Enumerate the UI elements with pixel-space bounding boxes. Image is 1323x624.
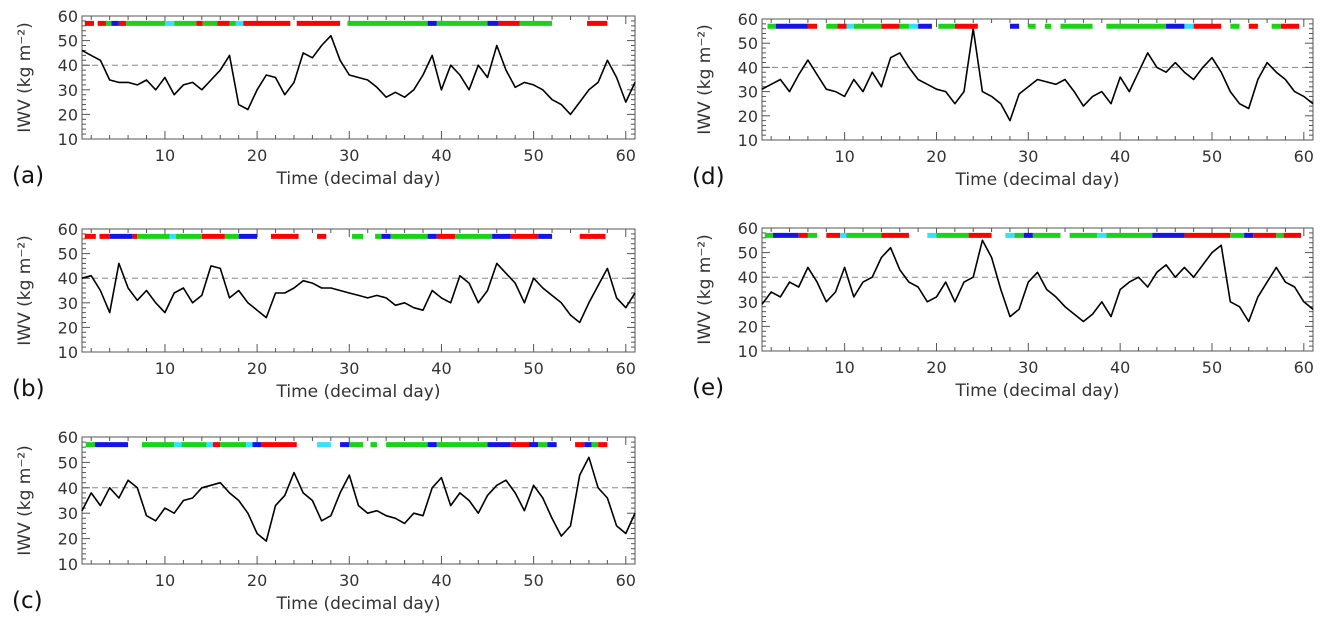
panel-d: 10 20 30 40 50 60 10 20 30 40 50 60 Time (decimal da…: [692, 10, 1314, 190]
y-tick-label: 40: [738, 58, 758, 77]
y-tick-label: 20: [58, 530, 78, 549]
plot-frame: [81, 15, 636, 140]
x-tick-label: 40: [431, 571, 451, 590]
y-tick-label: 50: [58, 245, 78, 264]
y-tick-label: 40: [738, 268, 758, 287]
panel-c: 10 20 30 40 50 60 10 20 30 40 50 60 Time (decimal da…: [12, 428, 636, 614]
iwv-series-line: [81, 34, 636, 116]
y-axis-title: IWV (kg m⁻²): [15, 445, 35, 556]
panel-label: (b): [12, 376, 45, 402]
x-tick-label: 50: [523, 571, 543, 590]
x-tick-label: 40: [431, 146, 451, 165]
panel-label: (c): [12, 588, 43, 614]
y-tick-label: 30: [738, 293, 758, 312]
x-tick-label: 50: [1202, 147, 1222, 166]
iwv-series-line: [81, 456, 636, 542]
panel-e: 10 20 30 40 50 60 10 20 30 40 50 60 Time (decimal da…: [692, 219, 1314, 401]
y-tick-label: 40: [58, 56, 78, 75]
x-tick-label: 10: [834, 147, 854, 166]
y-tick-label: 40: [58, 269, 78, 288]
x-tick-label: 30: [339, 571, 359, 590]
x-axis-title: Time (decimal day): [276, 382, 441, 402]
x-axis-title: Time (decimal day): [955, 381, 1120, 401]
x-tick-label: 10: [155, 359, 175, 378]
y-tick-label: 30: [738, 83, 758, 102]
x-tick-label: 20: [247, 359, 267, 378]
x-axis-title: Time (decimal day): [955, 170, 1120, 190]
x-tick-label: 60: [1294, 358, 1314, 377]
x-tick-label: 20: [926, 147, 946, 166]
x-tick-label: 30: [1018, 358, 1038, 377]
y-axis-title: IWV (kg m⁻²): [695, 24, 715, 135]
x-tick-label: 60: [616, 146, 636, 165]
y-tick-label: 10: [738, 342, 758, 361]
y-tick-label: 10: [738, 131, 758, 150]
y-tick-label: 20: [738, 317, 758, 336]
x-tick-label: 40: [431, 359, 451, 378]
iwv-series-line: [761, 239, 1314, 323]
x-tick-label: 50: [523, 146, 543, 165]
y-tick-label: 30: [58, 504, 78, 523]
y-tick-label: 40: [58, 479, 78, 498]
y-tick-label: 50: [58, 453, 78, 472]
plot-frame: [81, 228, 636, 353]
x-tick-label: 20: [247, 571, 267, 590]
x-tick-label: 50: [1202, 358, 1222, 377]
panel-label: (a): [12, 163, 44, 189]
x-tick-label: 40: [1110, 358, 1130, 377]
panel-label: (e): [692, 375, 724, 401]
x-axis-title: Time (decimal day): [276, 169, 441, 189]
x-tick-label: 60: [1294, 147, 1314, 166]
y-tick-label: 50: [738, 244, 758, 263]
y-tick-label: 20: [58, 318, 78, 337]
x-tick-label: 30: [1018, 147, 1038, 166]
x-tick-label: 30: [339, 146, 359, 165]
y-tick-label: 60: [58, 220, 78, 239]
x-tick-label: 50: [523, 359, 543, 378]
y-tick-label: 10: [58, 555, 78, 574]
panel-b: 10 20 30 40 50 60 10 20 30 40 50 60 Time (decimal da…: [12, 220, 636, 402]
plot-frame: [761, 227, 1314, 352]
y-axis-title: IWV (kg m⁻²): [15, 235, 35, 346]
iwv-series-line: [81, 262, 636, 324]
y-tick-label: 60: [738, 219, 758, 238]
x-axis-title: Time (decimal day): [276, 594, 441, 614]
y-tick-label: 50: [58, 32, 78, 51]
x-tick-label: 20: [926, 358, 946, 377]
iwv-series-line: [761, 27, 1314, 122]
y-tick-label: 20: [58, 105, 78, 124]
x-tick-label: 30: [339, 359, 359, 378]
panel-a: 10 20 30 40 50 60 10 20 30 40 50 60 Time (decimal da…: [12, 7, 636, 189]
x-tick-label: 40: [1110, 147, 1130, 166]
plot-frame: [81, 436, 636, 565]
y-tick-label: 60: [58, 428, 78, 447]
x-tick-label: 10: [155, 146, 175, 165]
x-tick-label: 10: [155, 571, 175, 590]
y-tick-label: 30: [58, 294, 78, 313]
y-axis-title: IWV (kg m⁻²): [15, 22, 35, 133]
x-tick-label: 60: [616, 359, 636, 378]
plot-frame: [761, 18, 1314, 141]
panel-label: (d): [692, 164, 725, 190]
y-axis-title: IWV (kg m⁻²): [695, 234, 715, 345]
y-tick-label: 60: [58, 7, 78, 26]
y-tick-label: 10: [58, 130, 78, 149]
x-tick-label: 60: [616, 571, 636, 590]
y-tick-label: 50: [738, 34, 758, 53]
y-tick-label: 30: [58, 81, 78, 100]
y-tick-label: 10: [58, 343, 78, 362]
x-tick-label: 20: [247, 146, 267, 165]
y-tick-label: 60: [738, 10, 758, 29]
x-tick-label: 10: [834, 358, 854, 377]
y-tick-label: 20: [738, 107, 758, 126]
